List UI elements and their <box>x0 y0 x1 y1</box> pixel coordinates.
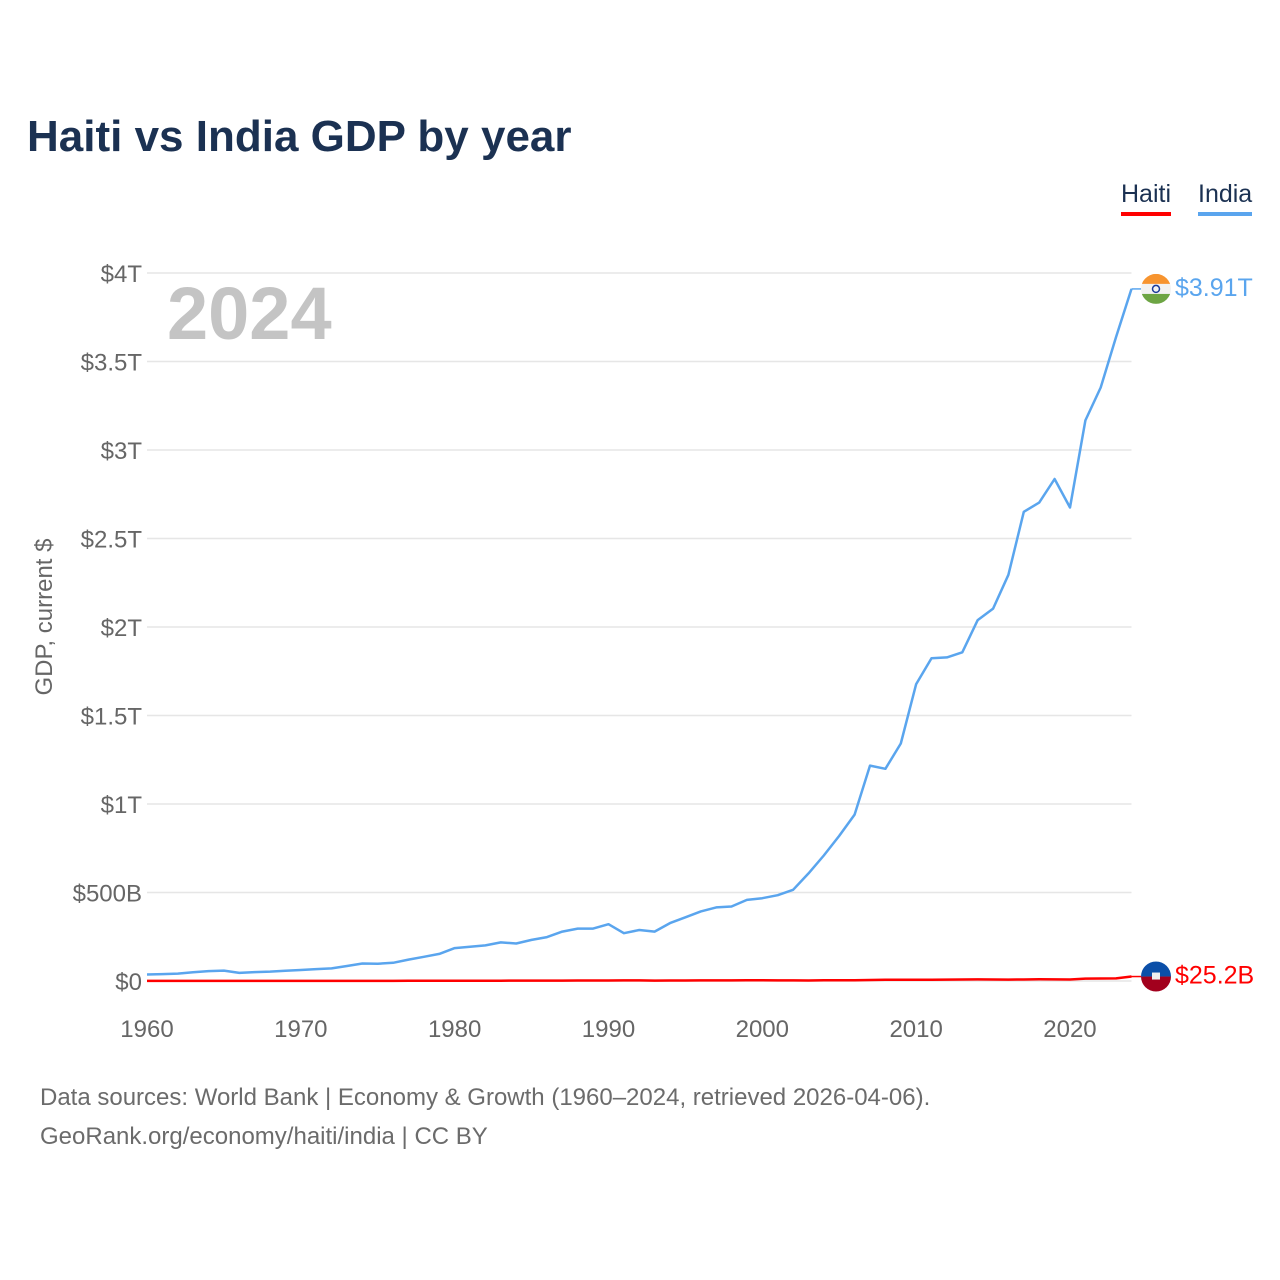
flag-band-green <box>1141 293 1171 304</box>
y-tick-label: $2T <box>101 615 143 642</box>
y-tick-label: $3.5T <box>81 350 143 377</box>
end-value-label-haiti: $25.2B <box>1175 962 1254 990</box>
legend-india[interactable]: India <box>1198 180 1253 216</box>
y-tick-label: $500B <box>73 881 142 908</box>
india-flag-icon <box>1141 273 1171 304</box>
footer-attribution: GeoRank.org/economy/haiti/india | CC BY <box>40 1123 488 1150</box>
chakra-icon <box>1151 284 1161 294</box>
y-tick-label: $0 <box>115 969 142 996</box>
footer-sources: Data sources: World Bank | Economy & Gro… <box>40 1084 931 1111</box>
end-value-label-india: $3.91T <box>1175 274 1253 302</box>
x-tick-label: 2010 <box>889 1016 942 1043</box>
chart-title: Haiti vs India GDP by year <box>27 112 572 161</box>
series-line-haiti <box>147 975 1132 983</box>
flag-band-blue <box>1141 961 1171 977</box>
x-tick-label: 1990 <box>582 1016 635 1043</box>
year-watermark: 2024 <box>167 272 332 355</box>
y-tick-label: $2.5T <box>81 527 143 554</box>
flag-band-saffron <box>1141 273 1171 284</box>
x-tick-label: 1980 <box>428 1016 481 1043</box>
x-tick-label: 1960 <box>120 1016 173 1043</box>
y-tick-label: $3T <box>101 438 143 465</box>
y-tick-label: $1.5T <box>81 704 143 731</box>
x-tick-label: 2020 <box>1043 1016 1096 1043</box>
flag-band-white <box>1141 283 1171 294</box>
y-tick-label: $4T <box>101 261 143 288</box>
legend-haiti[interactable]: Haiti <box>1121 180 1172 216</box>
x-tick-label: 2000 <box>736 1016 789 1043</box>
y-axis-label: GDP, current $ <box>31 539 58 696</box>
flag-band-red <box>1141 976 1171 992</box>
series-line-india <box>146 288 1133 976</box>
flag-emblem <box>1152 972 1160 980</box>
y-tick-label: $1T <box>101 792 143 819</box>
haiti-flag-icon <box>1141 961 1171 992</box>
x-tick-label: 1970 <box>274 1016 327 1043</box>
